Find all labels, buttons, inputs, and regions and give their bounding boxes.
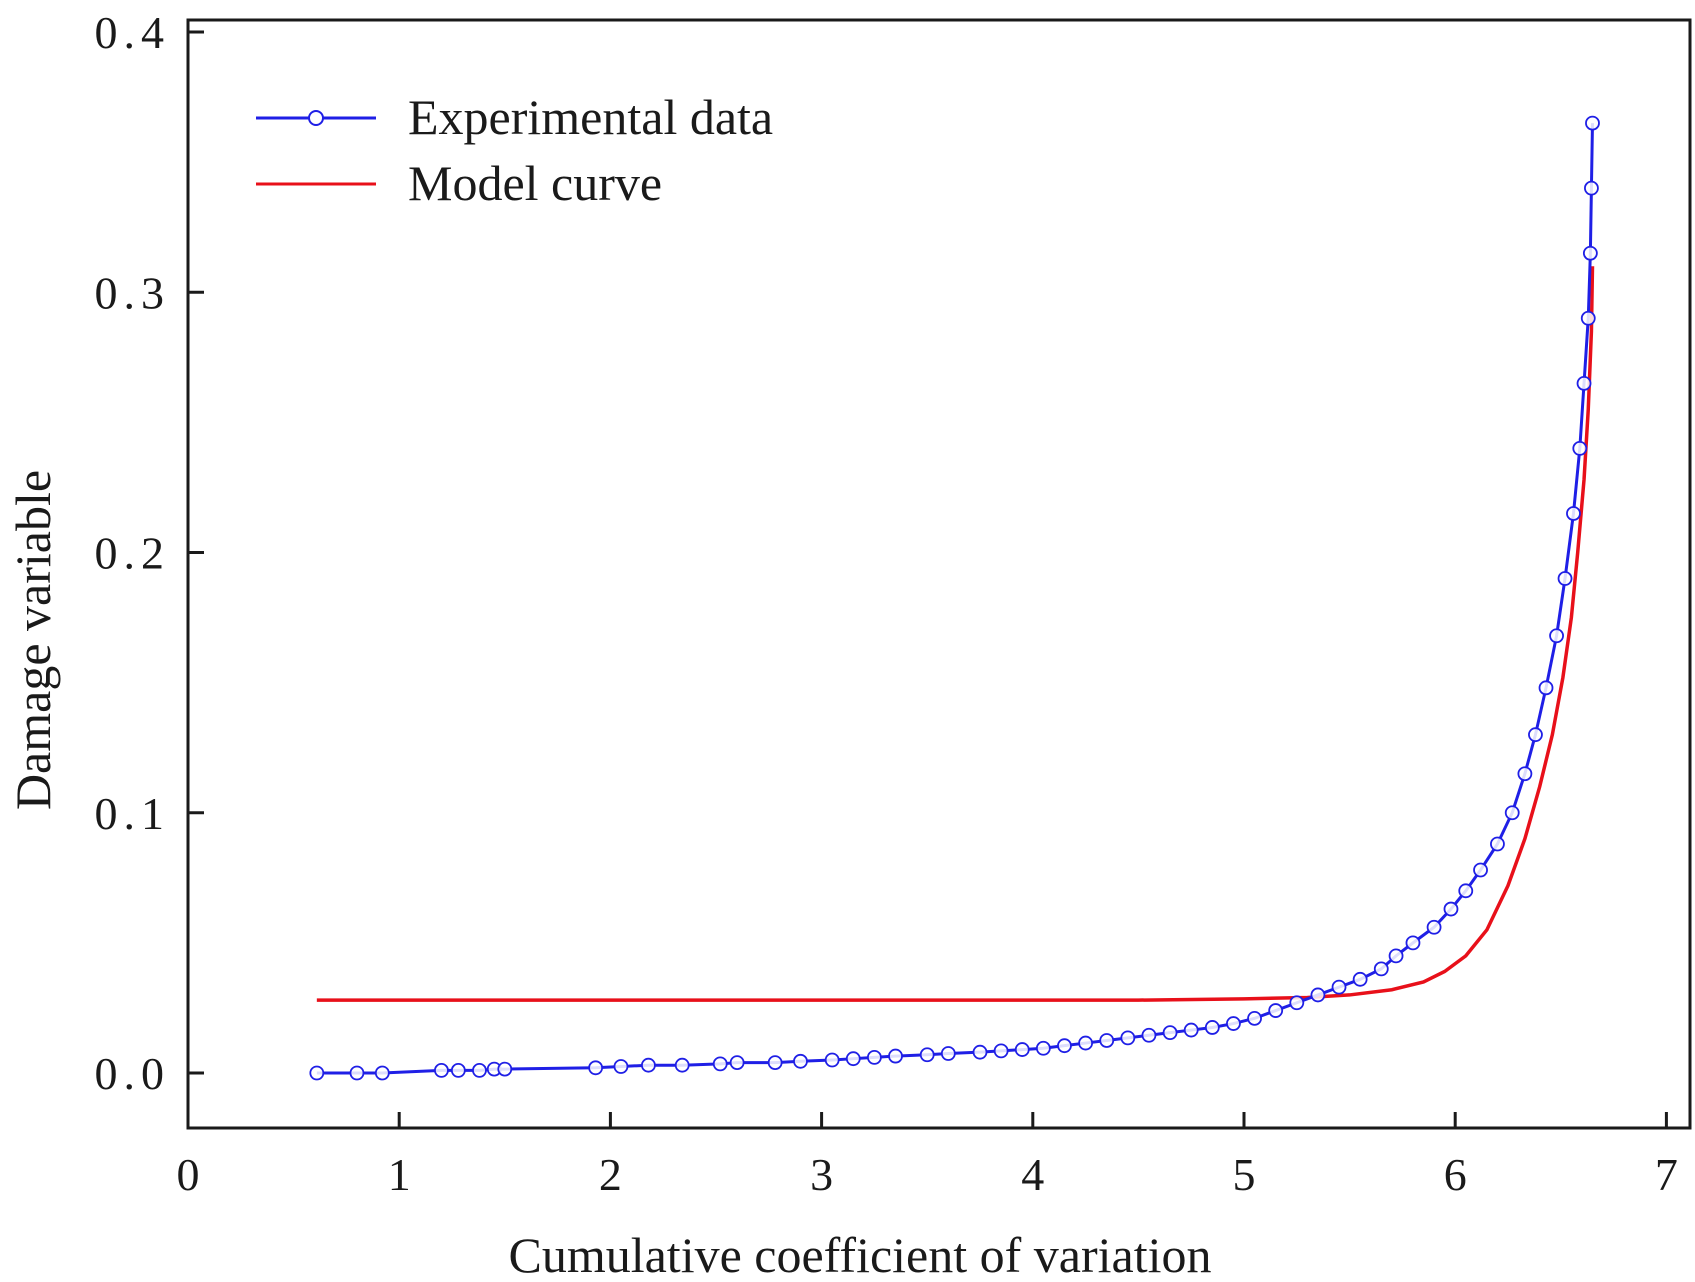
experimental-data-point bbox=[1443, 901, 1459, 917]
x-tick-label: 0 bbox=[177, 1149, 200, 1200]
experimental-data-point bbox=[1572, 440, 1588, 456]
experimental-data-point bbox=[1549, 628, 1564, 644]
experimental-data-point bbox=[1289, 995, 1305, 1011]
experimental-data-point bbox=[1268, 1003, 1284, 1018]
experimental-data-point bbox=[1504, 805, 1520, 821]
experimental-data-point bbox=[1120, 1030, 1136, 1046]
experimental-data-point bbox=[993, 1043, 1009, 1059]
experimental-data-point bbox=[712, 1056, 728, 1072]
experimental-data-point bbox=[1204, 1020, 1220, 1035]
experimental-data-point bbox=[1035, 1040, 1051, 1056]
experimental-data-point bbox=[1247, 1010, 1262, 1026]
experimental-data-point bbox=[1582, 245, 1598, 261]
experimental-data-point bbox=[767, 1055, 783, 1070]
experimental-data-point bbox=[1310, 987, 1326, 1003]
y-axis-ticks: 0.0 0.1 0.2 0.3 0.4 bbox=[95, 7, 204, 1099]
x-axis-ticks: 0 1 2 3 4 5 6 7 bbox=[177, 1112, 1678, 1200]
y-tick-label: 0.0 bbox=[95, 1048, 171, 1099]
experimental-data-point bbox=[1473, 862, 1488, 878]
y-axis-title: Damage variable bbox=[5, 470, 61, 810]
legend-model-label: Model curve bbox=[408, 155, 662, 211]
experimental-data-point bbox=[674, 1057, 690, 1073]
experimental-data-point bbox=[1352, 971, 1368, 987]
experimental-data-point bbox=[1528, 727, 1543, 743]
x-tick-label: 2 bbox=[599, 1149, 622, 1200]
experimental-data-point bbox=[434, 1062, 449, 1078]
experimental-data-point bbox=[729, 1055, 745, 1070]
experimental-data-point bbox=[450, 1062, 466, 1078]
x-tick-label: 7 bbox=[1655, 1149, 1678, 1200]
experimental-data-point bbox=[1585, 115, 1600, 131]
experimental-data-point bbox=[1580, 310, 1596, 326]
experimental-data-point bbox=[1162, 1025, 1178, 1041]
experimental-data-point bbox=[1405, 935, 1421, 951]
experimental-data-point bbox=[1141, 1027, 1157, 1043]
x-axis-title: Cumulative coefficient of variation bbox=[508, 1227, 1211, 1282]
experimental-series-layer bbox=[309, 115, 1600, 1081]
experimental-data-point bbox=[1331, 979, 1347, 995]
experimental-data-line bbox=[316, 123, 1594, 1075]
experimental-data-point bbox=[1517, 766, 1533, 782]
experimental-data-point bbox=[1426, 919, 1442, 935]
experimental-data-point bbox=[888, 1048, 903, 1064]
experimental-data-point bbox=[1388, 948, 1404, 964]
y-tick-label: 0.3 bbox=[95, 267, 171, 318]
x-tick-label: 6 bbox=[1444, 1149, 1467, 1200]
legend: Experimental data Model curve bbox=[256, 89, 773, 211]
experimental-data-point bbox=[309, 1065, 325, 1081]
x-tick-label: 5 bbox=[1233, 1149, 1256, 1200]
y-tick-label: 0.2 bbox=[95, 528, 171, 579]
experimental-data-point bbox=[588, 1060, 604, 1076]
experimental-data-point bbox=[472, 1062, 487, 1078]
legend-experimental-marker bbox=[308, 110, 324, 126]
y-tick-label: 0.4 bbox=[95, 7, 171, 58]
experimental-data-point bbox=[1014, 1042, 1030, 1057]
model-series-layer bbox=[316, 266, 1595, 1002]
experimental-data-point bbox=[497, 1061, 513, 1077]
experimental-data-point bbox=[613, 1059, 629, 1074]
experimental-data-point bbox=[824, 1052, 840, 1068]
y-tick-label: 0.1 bbox=[95, 788, 171, 839]
experimental-data-point bbox=[1576, 375, 1592, 391]
plot-frame bbox=[186, 18, 1692, 1130]
experimental-data-point bbox=[867, 1049, 882, 1065]
experimental-data-point bbox=[1183, 1022, 1199, 1038]
experimental-data-point bbox=[1057, 1038, 1072, 1054]
experimental-data-point bbox=[1584, 180, 1599, 196]
experimental-data-point bbox=[919, 1047, 935, 1063]
experimental-data-point bbox=[972, 1044, 988, 1060]
x-tick-label: 1 bbox=[388, 1149, 411, 1200]
experimental-data-point bbox=[845, 1051, 861, 1067]
experimental-data-point bbox=[940, 1046, 956, 1061]
experimental-data-point bbox=[1373, 961, 1389, 977]
experimental-data-point bbox=[1490, 836, 1505, 852]
experimental-data-point bbox=[1226, 1016, 1241, 1031]
experimental-data-point bbox=[1557, 571, 1573, 586]
experimental-data-point bbox=[1566, 506, 1581, 521]
experimental-data-point bbox=[1078, 1035, 1093, 1051]
experimental-data-point bbox=[1458, 883, 1474, 899]
experimental-data-point bbox=[641, 1057, 656, 1073]
legend-experimental-label: Experimental data bbox=[408, 89, 773, 145]
model-curve-line bbox=[316, 266, 1595, 1002]
experimental-data-point bbox=[793, 1053, 808, 1069]
experimental-data-point bbox=[1099, 1033, 1115, 1048]
x-tick-label: 3 bbox=[810, 1149, 833, 1200]
experimental-data-point bbox=[374, 1065, 390, 1081]
experimental-data-point bbox=[1538, 680, 1554, 696]
x-tick-label: 4 bbox=[1021, 1149, 1044, 1200]
experimental-data-point bbox=[349, 1065, 365, 1081]
